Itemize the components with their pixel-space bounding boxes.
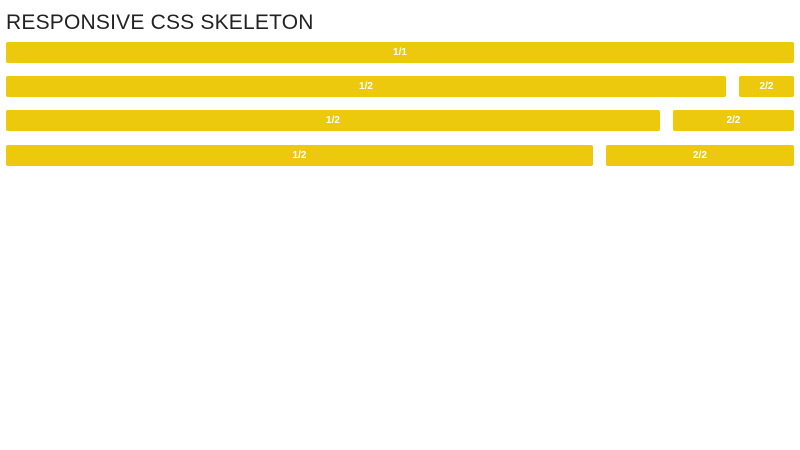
grid-cell: 1/1 [6, 42, 794, 63]
grid-cell: 2/2 [673, 110, 794, 131]
grid-cell: 1/2 [6, 110, 660, 131]
grid-cell: 2/2 [739, 76, 794, 97]
grid-cell: 1/2 [6, 76, 726, 97]
page-title: RESPONSIVE CSS SKELETON [6, 11, 314, 34]
grid-cell: 1/2 [6, 145, 593, 166]
grid-cell: 2/2 [606, 145, 794, 166]
